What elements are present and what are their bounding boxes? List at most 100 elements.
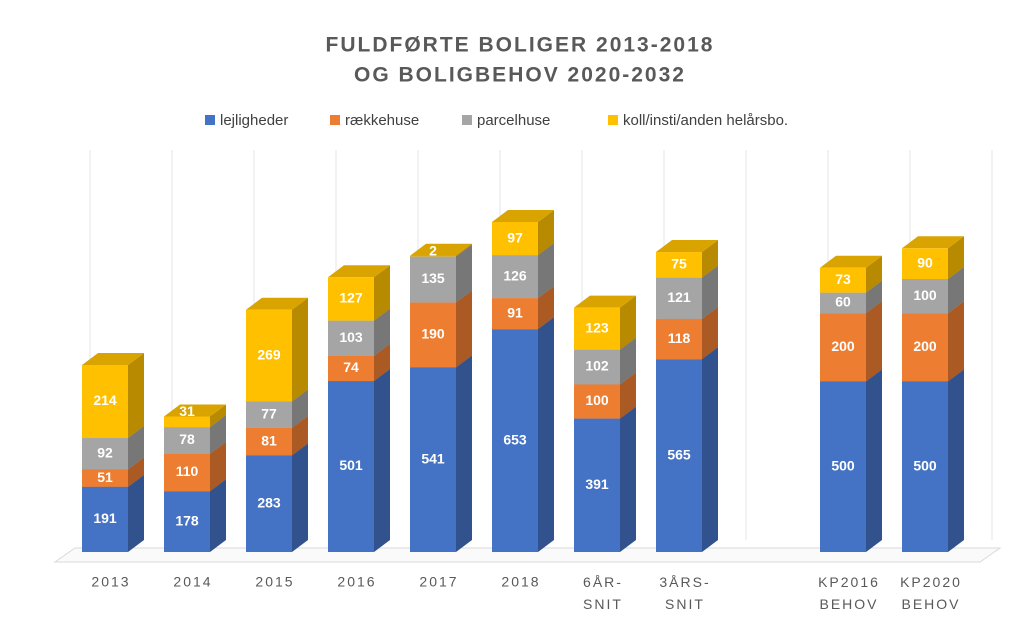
bar-side [538, 210, 554, 256]
bar-front [574, 307, 620, 350]
bar-top [574, 295, 636, 308]
data-label: 90 [917, 254, 933, 270]
data-label: 190 [421, 326, 445, 342]
data-label: 51 [97, 469, 113, 485]
bar-front [902, 381, 948, 552]
data-label: 565 [667, 446, 691, 462]
data-label: 135 [421, 270, 445, 286]
bar-side [866, 280, 882, 314]
bar-front [574, 418, 620, 552]
data-label: 110 [176, 463, 199, 479]
bar-side [374, 343, 390, 382]
bar-segment [656, 240, 718, 278]
data-label: 92 [97, 444, 113, 460]
data-label: 103 [339, 329, 363, 345]
bar-side [210, 415, 226, 454]
bar-front [82, 469, 128, 487]
x-tick-label: 6ÅR-SNIT [583, 574, 623, 612]
bar-top [246, 297, 308, 310]
x-tick-label: 2016 [337, 574, 376, 590]
bar-front [492, 222, 538, 256]
bar-segment [574, 295, 636, 350]
bar-front [902, 278, 948, 314]
bar-side [128, 352, 144, 439]
bar-side [538, 317, 554, 552]
data-label: 178 [175, 512, 199, 528]
x-tick-label: 2017 [419, 574, 458, 590]
x-tick-label: KP2020 BEHOV [900, 574, 962, 612]
bar-side [702, 347, 718, 552]
bar-front [82, 486, 128, 552]
data-label: 391 [585, 476, 609, 492]
bar-side [948, 266, 964, 314]
bar-top [820, 255, 882, 268]
bar-segment [410, 243, 472, 257]
x-tick-label: 2018 [501, 574, 540, 590]
bar-side [620, 406, 636, 552]
data-label: 500 [913, 457, 937, 473]
bar-side [128, 457, 144, 487]
bar-side [948, 369, 964, 552]
data-label: 123 [585, 319, 609, 335]
data-label: 501 [339, 457, 363, 473]
bar-side [374, 369, 390, 552]
x-tick-label: 2015 [255, 574, 294, 590]
bar-front [820, 292, 866, 314]
bar-segment [574, 406, 636, 552]
bar-front [164, 416, 210, 428]
bar-segment [656, 265, 718, 319]
bar-front [164, 491, 210, 552]
legend-swatch [330, 115, 340, 125]
bar-front [492, 255, 538, 299]
bar-front [656, 252, 702, 278]
data-label: 91 [507, 304, 523, 320]
data-label: 77 [261, 405, 277, 421]
bar-front [246, 401, 292, 428]
data-label: 121 [667, 289, 691, 305]
bar-front [328, 381, 374, 552]
bar-side [456, 244, 472, 303]
data-label: 214 [93, 392, 117, 408]
data-label: 100 [585, 392, 609, 408]
bar-side [702, 306, 718, 360]
bar-side [374, 265, 390, 321]
legend-swatch [462, 115, 472, 125]
legend-label: koll/insti/anden helårsbo. [623, 112, 788, 129]
bar-side [538, 286, 554, 330]
bar-segment [82, 352, 144, 439]
data-label: 200 [831, 338, 855, 354]
bar-side [620, 372, 636, 419]
data-label: 118 [668, 330, 691, 346]
bar-side [210, 479, 226, 552]
bar-side [456, 243, 472, 257]
bar-top [902, 236, 964, 249]
bar-segment [492, 210, 554, 256]
bar-front [328, 355, 374, 382]
bar-front [246, 455, 292, 552]
data-label: 126 [503, 267, 527, 283]
bar-side [702, 240, 718, 278]
bar-segment [410, 355, 472, 552]
bar-front [164, 453, 210, 492]
bar-side [866, 255, 882, 293]
bar-front [410, 302, 456, 368]
bar-top [328, 265, 390, 278]
bar-top [410, 243, 472, 256]
bar-front [656, 277, 702, 319]
bar-side [374, 308, 390, 356]
data-label: 97 [507, 229, 523, 245]
bar-side [538, 243, 554, 299]
data-label: 269 [257, 346, 281, 362]
data-label: 200 [913, 338, 937, 354]
legend-swatch [608, 115, 618, 125]
bar-side [292, 415, 308, 456]
bar-front [902, 248, 948, 279]
bar-segment [328, 265, 390, 321]
bar-side [292, 297, 308, 402]
bar-side [210, 441, 226, 492]
bar-segment [410, 244, 472, 303]
bar-front [410, 255, 456, 257]
legend-swatch [205, 115, 215, 125]
bar-front [820, 267, 866, 293]
data-label: 75 [671, 256, 687, 272]
